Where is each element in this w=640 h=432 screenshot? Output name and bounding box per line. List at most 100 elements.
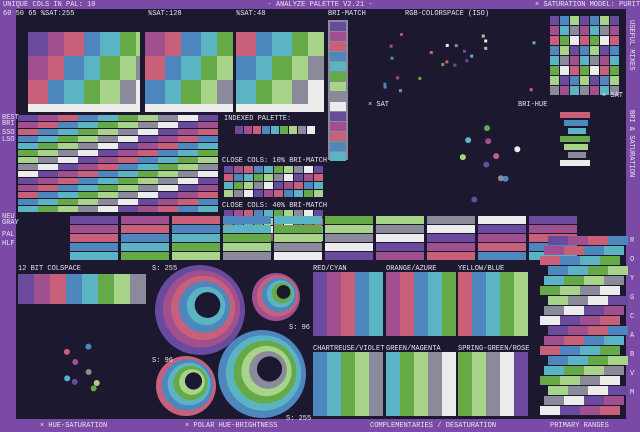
sort-cell bbox=[178, 150, 198, 156]
gray-cell bbox=[121, 216, 169, 224]
bri-cell bbox=[330, 42, 346, 51]
rgb-dot bbox=[398, 89, 402, 93]
sat-cell bbox=[157, 32, 161, 40]
sat-cell bbox=[48, 40, 52, 48]
range-cell bbox=[580, 256, 600, 265]
sat-cell bbox=[276, 96, 280, 104]
sort-cell bbox=[138, 115, 158, 121]
label: S: 96 bbox=[152, 357, 173, 365]
mix-cell bbox=[550, 36, 559, 45]
sat-cell bbox=[88, 96, 92, 104]
sat-cell bbox=[248, 88, 252, 96]
sat-cell bbox=[64, 80, 68, 88]
close-cell bbox=[224, 190, 233, 197]
sat-cell bbox=[60, 56, 64, 64]
sat-cell bbox=[76, 96, 80, 104]
label: RED/CYAN bbox=[313, 265, 347, 273]
sat-cell bbox=[157, 72, 161, 80]
sort-cell bbox=[78, 129, 98, 135]
sat-cell bbox=[272, 40, 276, 48]
sat-cell bbox=[169, 64, 173, 72]
sat-cell bbox=[145, 96, 149, 104]
sat-cell bbox=[116, 88, 120, 96]
sat-cell bbox=[256, 72, 260, 80]
range-cell bbox=[548, 386, 568, 395]
sat-cell bbox=[316, 88, 320, 96]
sort-cell bbox=[18, 164, 38, 170]
comp-band bbox=[472, 352, 486, 416]
sat-cell bbox=[225, 96, 229, 104]
sat-cell bbox=[44, 96, 48, 104]
range-cell bbox=[604, 396, 624, 405]
sat-cell bbox=[44, 48, 48, 56]
sat-cell bbox=[108, 32, 112, 40]
sort-cell bbox=[78, 199, 98, 205]
sat-cell bbox=[205, 64, 209, 72]
gray-cell bbox=[376, 252, 424, 260]
close-cell bbox=[244, 166, 253, 173]
gray-cell bbox=[376, 234, 424, 242]
sort-cell bbox=[78, 115, 98, 121]
bri-cell bbox=[330, 152, 346, 161]
sort-cell bbox=[118, 115, 138, 121]
sat-cell bbox=[108, 80, 112, 88]
label: BRI & SATURATION bbox=[627, 110, 635, 177]
sat-cell bbox=[217, 48, 221, 56]
sat-cell bbox=[116, 80, 120, 88]
sat-cell bbox=[185, 88, 189, 96]
sat-cell bbox=[272, 32, 276, 40]
sat-cell bbox=[244, 64, 248, 72]
sat-cell bbox=[248, 56, 252, 64]
mix-cell bbox=[610, 66, 619, 75]
sat-cell bbox=[284, 72, 288, 80]
sat-cell bbox=[36, 32, 40, 40]
sat-cell bbox=[128, 32, 132, 40]
sat-cell bbox=[225, 64, 229, 72]
range-cell bbox=[568, 326, 588, 335]
sat-cell bbox=[28, 40, 32, 48]
colspace-cell bbox=[34, 274, 38, 304]
sat-cell bbox=[88, 80, 92, 88]
sat-cell bbox=[225, 40, 229, 48]
sat-cell bbox=[225, 48, 229, 56]
index-cell bbox=[271, 126, 279, 134]
sat-cell bbox=[197, 32, 201, 40]
range-cell bbox=[564, 366, 584, 375]
sat-cell bbox=[124, 48, 128, 56]
sat-cell bbox=[157, 64, 161, 72]
colspace-cell bbox=[90, 274, 94, 304]
sort-cell bbox=[118, 185, 138, 191]
sat-cell bbox=[292, 80, 296, 88]
comp-band bbox=[386, 272, 400, 336]
gray-cell bbox=[70, 216, 118, 224]
gray-cell bbox=[325, 216, 373, 224]
sat-cell bbox=[276, 80, 280, 88]
sat-cell bbox=[68, 40, 72, 48]
sat-cell bbox=[80, 72, 84, 80]
close-cell bbox=[294, 166, 303, 173]
gray-cell bbox=[274, 252, 322, 260]
sat-dot bbox=[493, 153, 500, 160]
sat-cell bbox=[244, 80, 248, 88]
label: CLOSE COLS: 40% BRI-MATCH bbox=[222, 202, 327, 210]
sat-cell bbox=[84, 56, 88, 64]
sort-cell bbox=[18, 129, 38, 135]
sat-cell bbox=[88, 56, 92, 64]
sat-cell bbox=[272, 72, 276, 80]
sat-cell bbox=[217, 72, 221, 80]
colspace-cell bbox=[142, 274, 146, 304]
sort-cell bbox=[158, 115, 178, 121]
sat-cell bbox=[68, 64, 72, 72]
sat-cell bbox=[260, 96, 264, 104]
sat-cell bbox=[173, 80, 177, 88]
close-cell bbox=[284, 210, 293, 217]
sat-cell bbox=[149, 80, 153, 88]
range-cell bbox=[580, 376, 600, 385]
sat-cell bbox=[280, 56, 284, 64]
sort-cell bbox=[198, 143, 218, 149]
sat-cell bbox=[169, 56, 173, 64]
colspace-cell bbox=[86, 274, 90, 304]
sat-cell bbox=[169, 40, 173, 48]
sat-cell bbox=[136, 48, 140, 56]
right-bar bbox=[626, 0, 640, 432]
